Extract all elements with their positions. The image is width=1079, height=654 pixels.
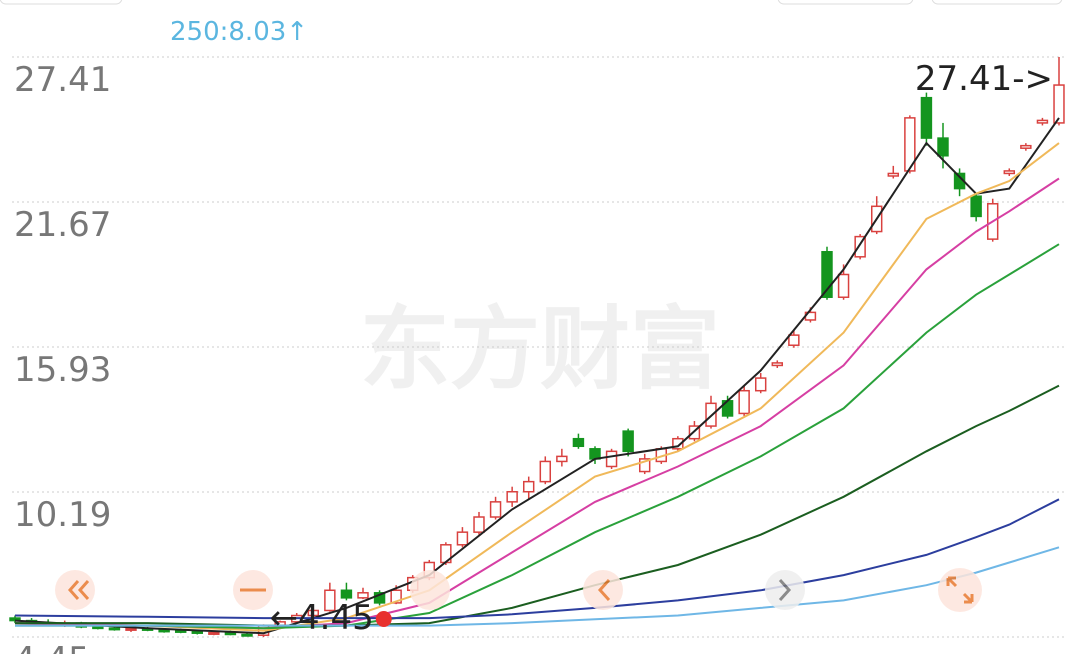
candle-body bbox=[1020, 144, 1032, 149]
candle-body bbox=[307, 609, 320, 617]
y-tick-label: 27.41 bbox=[14, 60, 111, 100]
y-tick-label: 10.19 bbox=[14, 495, 111, 535]
indicator-label: 250:8.03↑ bbox=[170, 17, 308, 47]
candle-body bbox=[638, 458, 651, 473]
candle-body bbox=[556, 455, 568, 463]
nav-controls bbox=[55, 568, 982, 612]
candle-body bbox=[489, 501, 502, 518]
high-annotation: 27.41-> bbox=[915, 59, 1053, 99]
zoom-in[interactable] bbox=[410, 570, 450, 610]
moving-average-line bbox=[14, 498, 1060, 620]
low-marker bbox=[375, 611, 392, 627]
watermark: 东方财富 bbox=[360, 297, 720, 402]
candle-body bbox=[754, 377, 767, 392]
candle-body bbox=[522, 480, 535, 493]
plot: 4.45 10.19 15.93 21.67 27.41 27.41-> ←4.45 bbox=[9, 56, 1066, 654]
moving-average-line bbox=[15, 546, 1060, 627]
y-tick-label: 4.45 bbox=[14, 640, 90, 654]
candle-body bbox=[788, 334, 800, 346]
candle-body bbox=[506, 490, 518, 503]
scroll-right[interactable] bbox=[765, 570, 805, 610]
candle-body bbox=[224, 631, 237, 636]
candle-body bbox=[158, 629, 170, 633]
candle-body bbox=[904, 117, 916, 172]
candle-body bbox=[771, 362, 784, 367]
moving-average-line bbox=[15, 243, 1060, 630]
y-tick-label: 15.93 bbox=[14, 350, 111, 390]
candle-body bbox=[92, 626, 104, 630]
candle-body bbox=[373, 592, 386, 604]
candle-body bbox=[174, 629, 187, 633]
candle-body bbox=[539, 460, 552, 483]
icon bbox=[778, 578, 792, 602]
candle-body bbox=[937, 137, 949, 157]
candle-body bbox=[241, 633, 253, 637]
candle-body bbox=[854, 235, 866, 258]
candle-body bbox=[1053, 84, 1065, 124]
candle-body bbox=[1003, 170, 1016, 175]
candle-body bbox=[738, 389, 750, 415]
candle-body bbox=[208, 631, 220, 635]
candle-body bbox=[191, 630, 204, 634]
candle-body bbox=[340, 589, 353, 599]
candle-body bbox=[473, 516, 485, 533]
candle-body bbox=[887, 172, 900, 177]
top-button[interactable] bbox=[777, 0, 914, 5]
candle-body bbox=[324, 589, 336, 612]
candle-body bbox=[821, 251, 833, 298]
candle-body bbox=[357, 592, 369, 599]
top-button[interactable] bbox=[931, 0, 1063, 5]
candle-body bbox=[622, 430, 634, 453]
fullscreen[interactable] bbox=[938, 568, 982, 612]
candle-body bbox=[1036, 119, 1049, 124]
candle-body bbox=[9, 617, 21, 622]
icon bbox=[597, 578, 611, 602]
candle-body bbox=[390, 589, 402, 604]
candle-body bbox=[672, 437, 684, 450]
candle-body bbox=[837, 273, 850, 298]
candle-body bbox=[108, 627, 121, 631]
scroll-left-fast[interactable] bbox=[55, 570, 95, 610]
candle-body bbox=[572, 437, 585, 448]
icon bbox=[67, 580, 90, 600]
candle-body bbox=[456, 531, 469, 546]
scroll-left[interactable] bbox=[583, 570, 623, 610]
top-button[interactable] bbox=[0, 0, 123, 5]
candle-body bbox=[920, 96, 933, 139]
candle-body bbox=[125, 627, 137, 631]
candle-body bbox=[605, 450, 618, 468]
candle-body bbox=[970, 195, 982, 218]
icon bbox=[946, 576, 974, 604]
low-annotation: ←4.45 bbox=[270, 598, 374, 638]
y-tick-label: 21.67 bbox=[14, 205, 111, 245]
